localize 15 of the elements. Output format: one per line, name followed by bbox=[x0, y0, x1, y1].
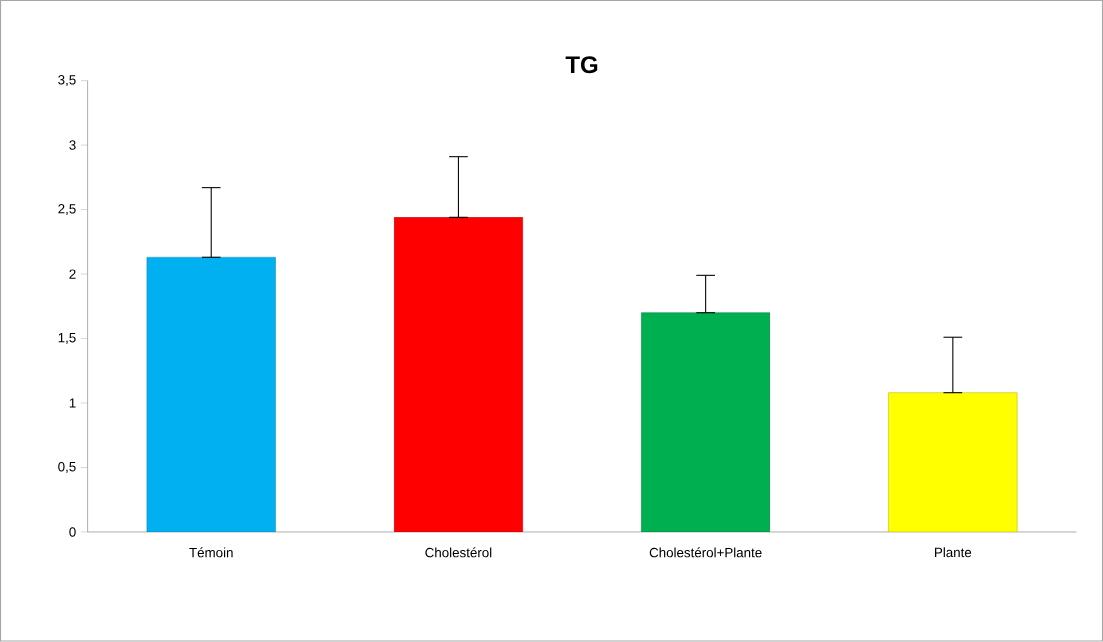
x-tick-label: Cholestérol bbox=[425, 547, 492, 558]
y-tick-label: 2 bbox=[69, 269, 76, 279]
bar bbox=[393, 217, 523, 533]
x-tick-label: Témoin bbox=[189, 547, 233, 558]
y-tick-label: 0,5 bbox=[58, 462, 76, 474]
y-tick-label: 1,5 bbox=[58, 333, 76, 345]
y-tick-label: 0 bbox=[69, 527, 76, 537]
chart-title: TG bbox=[565, 56, 598, 74]
y-tick-label: 3 bbox=[69, 140, 76, 150]
bar bbox=[641, 312, 771, 533]
y-tick-label: 1 bbox=[69, 398, 76, 408]
y-tick-label: 2,5 bbox=[58, 204, 76, 216]
x-tick-label: Cholestérol+Plante bbox=[649, 547, 762, 558]
x-tick-label: Plante bbox=[935, 547, 972, 558]
y-tick-label: 3,5 bbox=[58, 75, 76, 87]
